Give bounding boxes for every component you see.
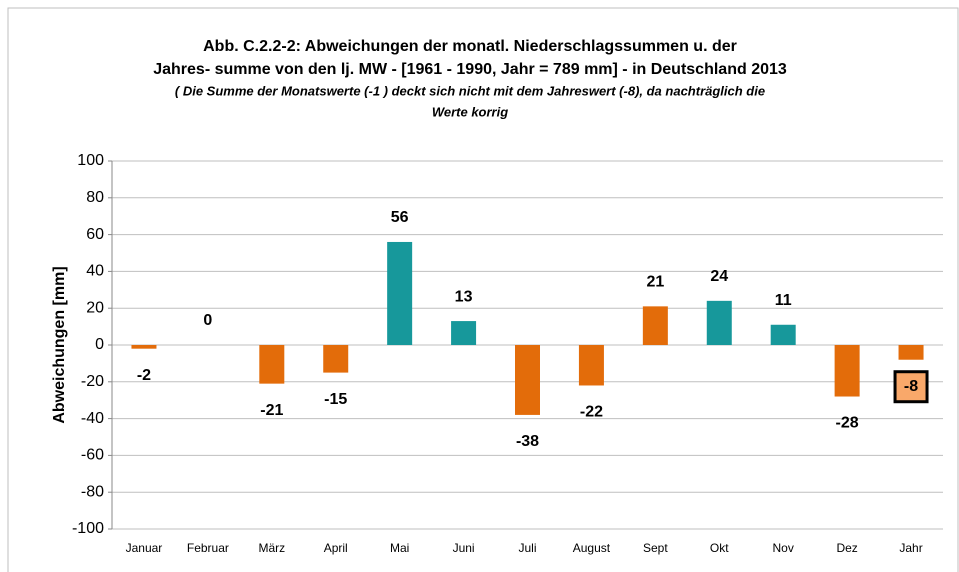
data-label: -21 [260, 402, 283, 419]
y-tick-label: -40 [81, 410, 104, 427]
x-tick-label: Mai [390, 541, 409, 555]
x-tick-label: Januar [126, 541, 163, 555]
bar [259, 345, 285, 384]
bar [387, 241, 413, 345]
y-tick-label: -100 [72, 520, 104, 537]
y-tick-label: 0 [95, 336, 104, 353]
y-tick-label: -80 [81, 483, 104, 500]
y-axis-label: Abweichungen [mm] [51, 266, 68, 423]
y-tick-label: -60 [81, 447, 104, 464]
x-tick-label: März [258, 541, 285, 555]
data-label: -28 [836, 415, 859, 432]
y-tick-label: 20 [86, 299, 104, 316]
y-tick-label: 80 [86, 189, 104, 206]
bar [898, 345, 924, 360]
x-tick-label: April [324, 541, 348, 555]
bar [834, 345, 860, 397]
highlight-box [893, 370, 929, 404]
data-label: 11 [775, 292, 792, 309]
data-label: 21 [646, 274, 664, 291]
data-label: 13 [455, 288, 473, 305]
chart-title: Abb. C.2.2-2: Abweichungen der monatl. N… [203, 38, 737, 55]
x-tick-label: Juni [453, 541, 475, 555]
x-tick-label: Okt [710, 541, 729, 555]
bar [706, 300, 732, 345]
bar [131, 345, 157, 349]
data-label: -22 [580, 404, 603, 421]
y-tick-label: 100 [77, 152, 104, 169]
data-label: -2 [137, 367, 151, 384]
data-label: 0 [203, 312, 212, 329]
bar [451, 321, 477, 345]
bar [642, 306, 668, 345]
y-tick-label: 60 [86, 226, 104, 243]
y-tick-label: 40 [86, 263, 104, 280]
bar [323, 345, 349, 373]
x-tick-label: August [573, 541, 611, 555]
data-label: 24 [710, 268, 728, 285]
bar [578, 345, 604, 386]
data-label: -15 [324, 391, 347, 408]
x-tick-label: Sept [643, 541, 668, 555]
x-tick-label: Februar [187, 541, 229, 555]
y-tick-label: -20 [81, 373, 104, 390]
x-tick-label: Juli [518, 541, 536, 555]
data-label: 56 [391, 209, 409, 226]
bar [770, 324, 796, 345]
x-tick-label: Dez [836, 541, 857, 555]
bar [515, 345, 540, 415]
x-tick-label: Nov [773, 541, 794, 555]
data-label: -38 [516, 433, 539, 450]
chart-title: Jahres- summe von den lj. MW - [1961 - 1… [153, 61, 787, 78]
chart-subtitle: Werte korrig [432, 104, 508, 119]
chart-subtitle: ( Die Summe der Monatswerte (-1 ) deckt … [175, 83, 765, 98]
chart-border [7, 7, 959, 572]
x-tick-label: Jahr [899, 541, 922, 555]
data-label: -8 [904, 378, 918, 395]
